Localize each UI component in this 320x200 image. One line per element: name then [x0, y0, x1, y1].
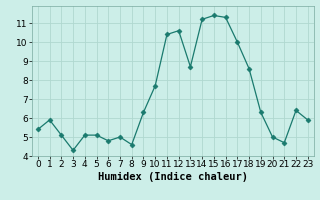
X-axis label: Humidex (Indice chaleur): Humidex (Indice chaleur)	[98, 172, 248, 182]
